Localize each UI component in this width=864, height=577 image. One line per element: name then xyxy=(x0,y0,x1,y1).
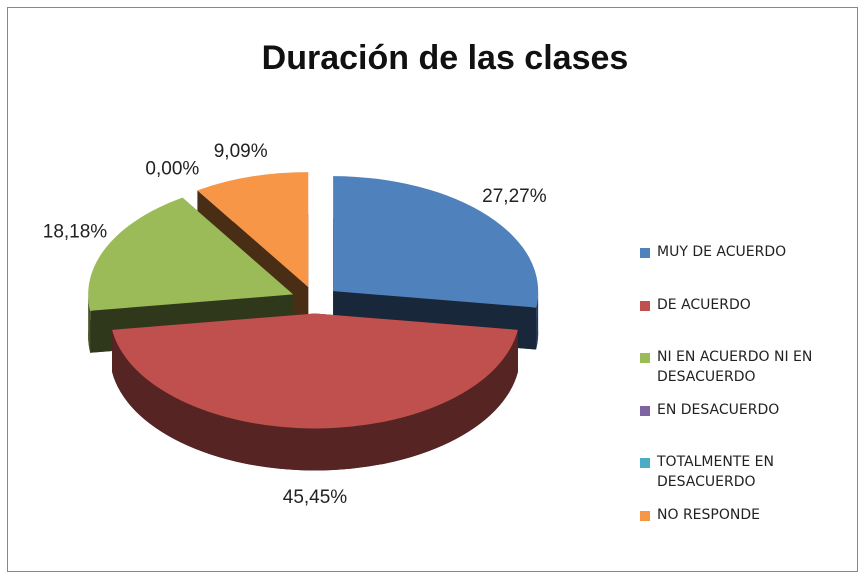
legend-swatch xyxy=(640,405,650,416)
legend-label: MUY DE ACUERDO xyxy=(657,244,787,260)
legend-swatch xyxy=(640,353,650,363)
legend-swatch xyxy=(640,300,650,311)
legend-item: NI EN ACUERDO NI EN DESACUERDO xyxy=(640,347,855,400)
data-label: 9,09% xyxy=(214,141,268,162)
legend-item: EN DESACUERDO xyxy=(640,400,855,453)
slice-side xyxy=(536,291,539,350)
slice-side xyxy=(88,294,91,353)
legend-label: DE ACUERDO xyxy=(657,296,751,313)
legend-swatch xyxy=(640,458,650,468)
legend-label: NI EN ACUERDO NI EN DESACUERDO xyxy=(657,349,813,385)
data-label: 18,18% xyxy=(43,222,108,243)
legend-label: TOTALMENTE EN DESACUERDO xyxy=(657,454,774,490)
legend-item: MUY DE ACUERDO xyxy=(640,242,855,295)
data-label: 0,00% xyxy=(145,158,199,179)
data-label: 27,27% xyxy=(482,186,547,207)
legend: MUY DE ACUERDO DE ACUERDO NI EN ACUERDO NI… xyxy=(640,242,855,557)
legend-swatch xyxy=(640,510,650,521)
legend-label: NO RESPONDE xyxy=(657,506,760,523)
chart-title: Duración de las clases xyxy=(262,39,629,77)
slice-top xyxy=(333,176,539,308)
data-label: 45,45% xyxy=(283,487,348,508)
slice-top xyxy=(112,313,518,429)
slice-side xyxy=(112,329,518,471)
legend-item: DE ACUERDO xyxy=(640,295,855,348)
legend-item: NO RESPONDE xyxy=(640,505,855,558)
legend-item: TOTALMENTE EN DESACUERDO xyxy=(640,452,855,505)
legend-swatch xyxy=(640,248,650,258)
slice-top xyxy=(88,197,294,311)
legend-label: EN DESACUERDO xyxy=(657,401,780,418)
pie-slice xyxy=(112,313,518,471)
slice-top xyxy=(197,172,309,288)
